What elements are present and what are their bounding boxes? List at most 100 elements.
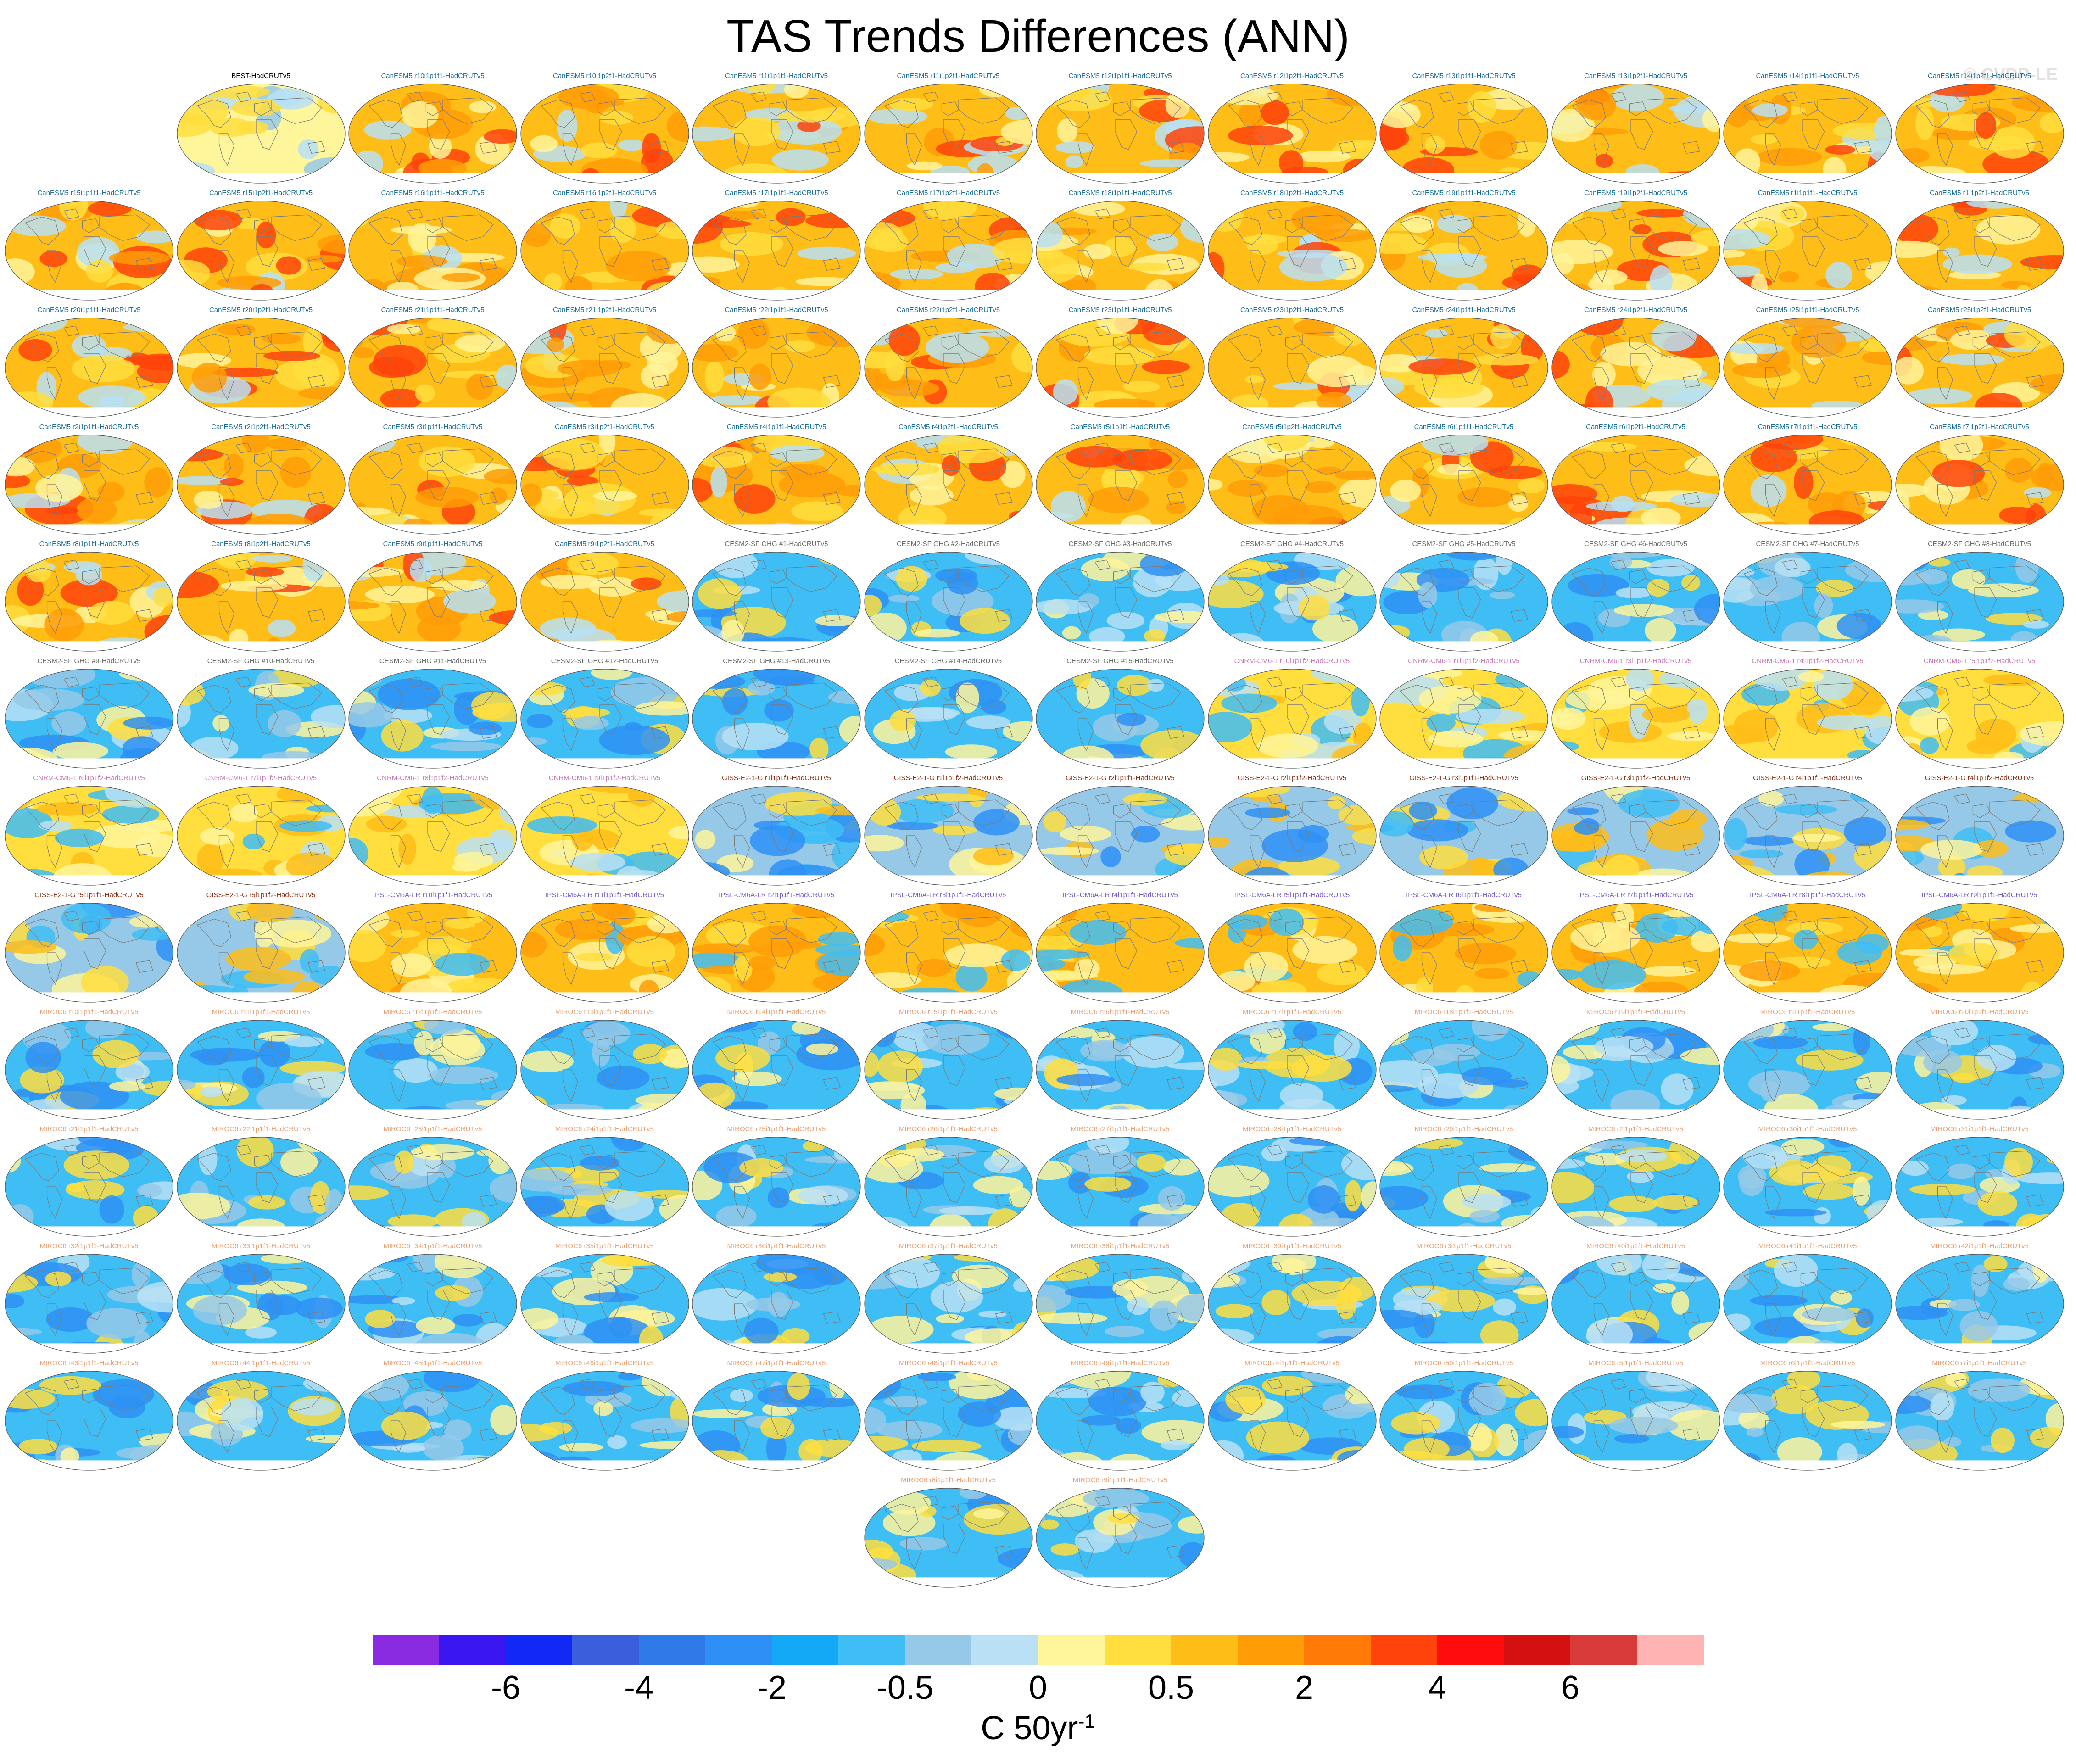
panel-title: MIROC6 r4i1p1f1-HadCRUTv5 bbox=[1244, 1359, 1339, 1367]
map-panel: MIROC6 r20i1p1f1-HadCRUTv5 bbox=[1894, 1007, 2065, 1124]
map-panel: CanESM5 r23i1p1f1-HadCRUTv5 bbox=[1035, 305, 1205, 422]
panel-title: CanESM5 r2i1p2f1-HadCRUTv5 bbox=[211, 423, 311, 431]
map-panel: CanESM5 r10i1p2f1-HadCRUTv5 bbox=[519, 71, 690, 188]
panel-title: GISS-E2-1-G r5i1p1f1-HadCRUTv5 bbox=[34, 891, 144, 899]
colorbar-tick-label: 0 bbox=[1028, 1669, 1048, 1706]
globe-map bbox=[5, 318, 173, 418]
panel-title: MIROC6 r46i1p1f1-HadCRUTv5 bbox=[555, 1359, 654, 1367]
globe-map bbox=[1379, 1254, 1548, 1354]
panel-title: MIROC6 r14i1p1f1-HadCRUTv5 bbox=[727, 1008, 826, 1016]
panel-title: GISS-E2-1-G r2i1p1f2-HadCRUTv5 bbox=[1237, 774, 1347, 782]
globe-map bbox=[1551, 786, 1720, 886]
globe-map bbox=[1551, 552, 1720, 652]
map-panel: MIROC6 r4i1p1f1-HadCRUTv5 bbox=[1207, 1358, 1378, 1475]
globe-map bbox=[1895, 669, 2064, 769]
colorbar-swatch bbox=[1038, 1635, 1105, 1665]
map-panel: CNRM-CM6-1 r6i1p1f2-HadCRUTv5 bbox=[4, 773, 174, 890]
globe-map bbox=[1207, 84, 1377, 184]
map-panel: CanESM5 r3i1p1f1-HadCRUTv5 bbox=[347, 422, 518, 539]
panel-title: MIROC6 r41i1p1f1-HadCRUTv5 bbox=[1758, 1242, 1857, 1250]
globe-map bbox=[176, 669, 346, 769]
panel-title: MIROC6 r47i1p1f1-HadCRUTv5 bbox=[727, 1359, 826, 1367]
panel-title: MIROC6 r13i1p1f1-HadCRUTv5 bbox=[555, 1008, 654, 1016]
map-panel: CanESM5 r6i1p1f1-HadCRUTv5 bbox=[1378, 422, 1549, 539]
globe-map bbox=[1895, 1254, 2064, 1354]
panel-title: MIROC6 r8i1p1f1-HadCRUTv5 bbox=[901, 1476, 996, 1484]
globe-map bbox=[5, 1020, 173, 1120]
panel-title: MIROC6 r24i1p1f1-HadCRUTv5 bbox=[555, 1125, 654, 1133]
globe-map bbox=[348, 1371, 517, 1471]
panel-title: CanESM5 r15i1p2f1-HadCRUTv5 bbox=[209, 189, 313, 197]
panel-title: CanESM5 r14i1p2f1-HadCRUTv5 bbox=[1927, 72, 2031, 80]
map-panel: MIROC6 r31i1p1f1-HadCRUTv5 bbox=[1894, 1124, 2065, 1241]
map-panel: MIROC6 r29i1p1f1-HadCRUTv5 bbox=[1378, 1124, 1549, 1241]
globe-map bbox=[1551, 1137, 1720, 1237]
panel-title: CESM2-SF GHG #9-HadCRUTv5 bbox=[37, 657, 141, 665]
globe-map bbox=[176, 318, 346, 418]
globe-map bbox=[1207, 201, 1377, 301]
globe-map bbox=[692, 669, 861, 769]
panel-title: IPSL-CM6A-LR r11i1p1f1-HadCRUTv5 bbox=[545, 891, 664, 899]
globe-map bbox=[1036, 84, 1205, 184]
globe-map bbox=[5, 1371, 173, 1471]
globe-map bbox=[1379, 435, 1548, 535]
globe-map bbox=[1207, 1137, 1377, 1237]
map-panel: IPSL-CM6A-LR r2i1p1f1-HadCRUTv5 bbox=[691, 890, 862, 1007]
map-panel: CESM2-SF GHG #4-HadCRUTv5 bbox=[1207, 539, 1378, 656]
panel-title: GISS-E2-1-G r1i1p1f1-HadCRUTv5 bbox=[722, 774, 831, 782]
panel-title: CanESM5 r10i1p2f1-HadCRUTv5 bbox=[552, 72, 657, 80]
map-panel: MIROC6 r15i1p1f1-HadCRUTv5 bbox=[863, 1007, 1034, 1124]
globe-map bbox=[1379, 786, 1548, 886]
panel-title: MIROC6 r33i1p1f1-HadCRUTv5 bbox=[211, 1242, 311, 1250]
panel-title: CanESM5 r21i1p2f1-HadCRUTv5 bbox=[552, 306, 657, 314]
panel-title: MIROC6 r3i1p1f1-HadCRUTv5 bbox=[1416, 1242, 1512, 1250]
panel-title: CESM2-SF GHG #15-HadCRUTv5 bbox=[1066, 657, 1174, 665]
map-panel: MIROC6 r44i1p1f1-HadCRUTv5 bbox=[176, 1358, 346, 1475]
panel-title: CanESM5 r25i1p2f1-HadCRUTv5 bbox=[1927, 306, 2031, 314]
panel-title: CanESM5 r15i1p1f1-HadCRUTv5 bbox=[37, 189, 141, 197]
panel-title: IPSL-CM6A-LR r6i1p1f1-HadCRUTv5 bbox=[1406, 891, 1522, 899]
globe-map bbox=[1895, 1371, 2064, 1471]
map-panel: MIROC6 r23i1p1f1-HadCRUTv5 bbox=[347, 1124, 518, 1241]
panel-title: IPSL-CM6A-LR r3i1p1f1-HadCRUTv5 bbox=[890, 891, 1006, 899]
panel-title: CanESM5 r8i1p2f1-HadCRUTv5 bbox=[211, 540, 311, 548]
map-panel: CESM2-SF GHG #6-HadCRUTv5 bbox=[1551, 539, 1721, 656]
panel-title: CESM2-SF GHG #12-HadCRUTv5 bbox=[551, 657, 659, 665]
globe-map bbox=[1895, 1020, 2064, 1120]
globe-map bbox=[1036, 201, 1205, 301]
panel-title: CanESM5 r12i1p1f1-HadCRUTv5 bbox=[1068, 72, 1172, 80]
panel-title: CanESM5 r11i1p2f1-HadCRUTv5 bbox=[897, 72, 1000, 80]
globe-map bbox=[1723, 1020, 1892, 1120]
map-panel: CanESM5 r9i1p1f1-HadCRUTv5 bbox=[347, 539, 518, 656]
panel-title: GISS-E2-1-G r3i1p1f1-HadCRUTv5 bbox=[1409, 774, 1518, 782]
panel-title: CanESM5 r7i1p1f1-HadCRUTv5 bbox=[1758, 423, 1858, 431]
map-panel: IPSL-CM6A-LR r10i1p1f1-HadCRUTv5 bbox=[347, 890, 518, 1007]
globe-map bbox=[864, 318, 1033, 418]
map-panel: CanESM5 r17i1p2f1-HadCRUTv5 bbox=[863, 188, 1034, 305]
map-panel: IPSL-CM6A-LR r9i1p1f1-HadCRUTv5 bbox=[1894, 890, 2065, 1007]
map-panel: GISS-E2-1-G r2i1p1f1-HadCRUTv5 bbox=[1035, 773, 1205, 890]
map-panel: CanESM5 r18i1p2f1-HadCRUTv5 bbox=[1207, 188, 1378, 305]
globe-map bbox=[5, 786, 173, 886]
panel-title: CanESM5 r24i1p2f1-HadCRUTv5 bbox=[1584, 306, 1688, 314]
map-panel: CESM2-SF GHG #8-HadCRUTv5 bbox=[1894, 539, 2065, 656]
map-panel: IPSL-CM6A-LR r8i1p1f1-HadCRUTv5 bbox=[1722, 890, 1893, 1007]
map-panel: GISS-E2-1-G r4i1p1f1-HadCRUTv5 bbox=[1722, 773, 1893, 890]
globe-map bbox=[1723, 552, 1892, 652]
map-panel: CanESM5 r21i1p2f1-HadCRUTv5 bbox=[519, 305, 690, 422]
map-panel: CanESM5 r5i1p2f1-HadCRUTv5 bbox=[1207, 422, 1378, 539]
watermark: © CVDP-LE bbox=[1963, 65, 2058, 84]
colorbar-swatch bbox=[838, 1635, 905, 1665]
panel-title: CanESM5 r11i1p1f1-HadCRUTv5 bbox=[725, 72, 828, 80]
panel-title: MIROC6 r9i1p1f1-HadCRUTv5 bbox=[1072, 1476, 1168, 1484]
map-panel: CanESM5 r10i1p1f1-HadCRUTv5 bbox=[347, 71, 518, 188]
panel-title: CanESM5 r1i1p1f1-HadCRUTv5 bbox=[1758, 189, 1858, 197]
map-panel: MIROC6 r5i1p1f1-HadCRUTv5 bbox=[1551, 1358, 1721, 1475]
map-panel: IPSL-CM6A-LR r4i1p1f1-HadCRUTv5 bbox=[1035, 890, 1205, 1007]
map-panel: MIROC6 r2i1p1f1-HadCRUTv5 bbox=[1551, 1124, 1721, 1241]
panel-title: IPSL-CM6A-LR r2i1p1f1-HadCRUTv5 bbox=[719, 891, 834, 899]
map-panel: CanESM5 r25i1p1f1-HadCRUTv5 bbox=[1722, 305, 1893, 422]
map-panel: MIROC6 r22i1p1f1-HadCRUTv5 bbox=[176, 1124, 346, 1241]
panel-title: MIROC6 r26i1p1f1-HadCRUTv5 bbox=[898, 1125, 998, 1133]
panel-title: MIROC6 r44i1p1f1-HadCRUTv5 bbox=[211, 1359, 311, 1367]
